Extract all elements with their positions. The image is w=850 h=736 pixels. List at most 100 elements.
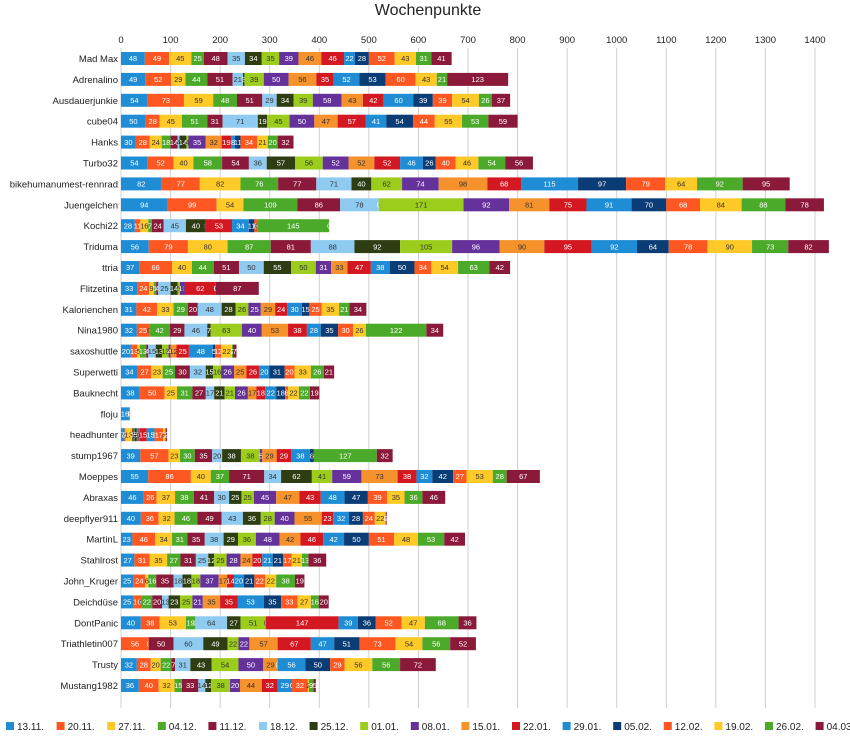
bar-row: 82 77 82 76 77 71 40 62 74 98 68 115 97 79 64 92 95	[121, 177, 790, 191]
data-label: 19	[258, 117, 266, 126]
bar-segment	[287, 302, 302, 316]
bar-segment	[156, 490, 176, 504]
bar-segment	[205, 365, 214, 379]
data-label: 17	[155, 430, 163, 439]
bar-segment	[591, 240, 638, 254]
legend-swatch	[714, 722, 723, 730]
data-label: 22	[229, 639, 237, 648]
data-label: 53	[271, 326, 279, 335]
legend-swatch	[815, 722, 824, 730]
data-label: 38	[126, 389, 134, 398]
bar-segment	[148, 470, 191, 483]
data-label: 46	[430, 493, 438, 502]
bar-segment	[183, 93, 214, 107]
data-label: 33	[335, 263, 343, 272]
data-label: 94	[140, 201, 148, 210]
bar-segment	[289, 114, 315, 128]
bar-segment	[586, 198, 632, 212]
data-label: 12	[169, 347, 177, 356]
bar-segment	[231, 135, 236, 149]
bar-segment	[307, 679, 309, 692]
bar-segment	[177, 135, 180, 149]
data-label: 0	[327, 221, 331, 230]
bar-segment	[121, 553, 135, 567]
bar-segment	[310, 637, 335, 651]
bar-segment	[179, 281, 185, 295]
bar-row: 40363246494336284055233228242202	[121, 511, 388, 525]
bar-segment	[267, 135, 278, 149]
data-label: 60	[396, 75, 404, 84]
bar-segment	[202, 595, 221, 609]
bar-segment	[143, 490, 157, 504]
data-label: 49	[205, 514, 213, 523]
bar-segment	[121, 658, 137, 672]
data-label: 27	[230, 619, 238, 628]
data-label: 0	[128, 410, 132, 419]
data-label: 53	[169, 619, 177, 628]
data-label: 15	[301, 305, 309, 314]
bar-segment	[181, 679, 199, 692]
data-label: 97	[598, 180, 606, 189]
bar-segment	[208, 553, 215, 567]
bar-segment	[210, 470, 230, 483]
legend-item: 04.03.	[815, 722, 850, 733]
data-label: 21	[325, 368, 333, 377]
data-label: 9	[149, 284, 153, 293]
data-label: 21	[263, 556, 271, 565]
data-label: 28	[229, 556, 237, 565]
bar-segment	[179, 449, 195, 463]
data-label: 68	[500, 180, 508, 189]
legend-label: 04.12.	[169, 722, 197, 733]
data-label: 35	[326, 305, 334, 314]
bar-segment	[262, 449, 277, 463]
bar-segment	[240, 135, 258, 149]
bar-row: 251602220132325213535533533271620	[121, 595, 329, 609]
category-label: Flitzetina	[80, 284, 119, 295]
legend-item: 05.02.	[613, 722, 652, 733]
bar-segment	[238, 261, 264, 274]
data-label: 62	[292, 472, 300, 481]
bar-segment	[330, 658, 345, 672]
data-label: 20	[122, 347, 130, 356]
data-label: 42	[439, 472, 447, 481]
bar-segment	[197, 511, 222, 525]
bar-segment	[333, 72, 360, 86]
legend-item: 01.01.	[360, 722, 399, 733]
bar-segment	[162, 344, 169, 358]
bar-segment	[121, 281, 138, 295]
bar-segment	[248, 219, 255, 233]
bar-segment	[447, 72, 509, 86]
data-label: 25	[216, 556, 224, 565]
data-label: 43	[401, 54, 409, 63]
data-label: 23	[153, 368, 161, 377]
bar-segment	[277, 658, 306, 672]
data-label: 25	[179, 347, 187, 356]
bar-segment	[267, 114, 290, 128]
data-label: 27	[170, 556, 178, 565]
bar-segment	[285, 386, 289, 400]
bar-row: 322504229467634053382835302612234	[121, 323, 444, 337]
data-label: 96	[472, 242, 480, 251]
data-label: 37	[126, 263, 134, 272]
category-label: Hanks	[91, 138, 118, 149]
data-label: 50	[247, 263, 255, 272]
bar-segment	[489, 261, 511, 274]
data-label: 28	[496, 472, 504, 481]
bar-segment	[121, 323, 137, 337]
data-label: 31	[138, 556, 146, 565]
data-label: 30	[183, 451, 191, 460]
bar-segment	[450, 637, 476, 651]
bar-row: 55 86 40 37 71 34 62 41 59 73 38 32 42 27 53 28 67	[121, 470, 540, 483]
data-label: 5	[259, 451, 263, 460]
bar-segment	[121, 574, 134, 588]
data-label: 26	[238, 305, 246, 314]
bar-segment	[277, 637, 311, 651]
data-label: 28	[149, 117, 157, 126]
data-label: 29	[264, 305, 272, 314]
category-label: Kalorienchen	[63, 305, 118, 316]
data-label: 59	[343, 472, 351, 481]
bar-segment	[487, 177, 522, 191]
bar-segment	[213, 365, 222, 379]
bar-segment	[151, 365, 163, 379]
bar-segment	[788, 240, 829, 254]
